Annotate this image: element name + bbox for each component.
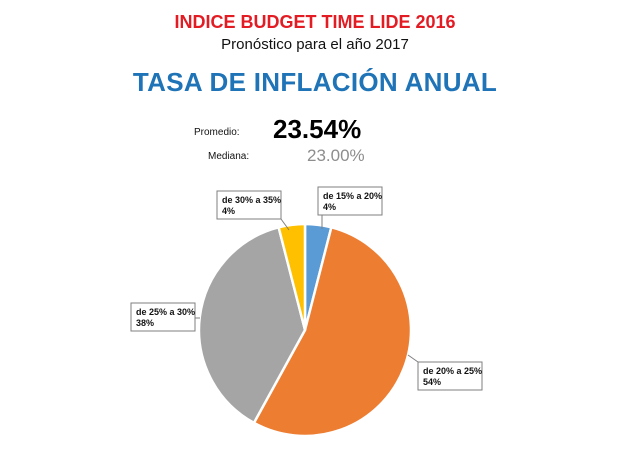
slice-value-label: 54% (423, 377, 441, 387)
data-label-box (130, 302, 196, 332)
chart-subtitle: Pronóstico para el año 2017 (221, 36, 409, 53)
median-label: Mediana: (208, 151, 250, 162)
data-label-box (216, 190, 282, 220)
slice-value-label: 38% (136, 318, 154, 328)
slice-category-label: de 15% a 20% (323, 191, 382, 201)
slice-category-label: de 20% a 25% (423, 366, 482, 376)
chart-title: INDICE BUDGET TIME LIDE 2016 (174, 12, 456, 32)
average-label: Promedio: (194, 127, 240, 138)
slice-category-label: de 30% a 35% (222, 195, 281, 205)
pie-slice (277, 222, 307, 331)
median-value: 23.00% (307, 146, 365, 165)
data-label-box (317, 186, 383, 216)
data-label-box (417, 361, 483, 391)
slice-value-label: 4% (323, 202, 336, 212)
slice-category-label: de 25% a 30% (136, 307, 195, 317)
slice-value-label: 4% (222, 206, 235, 216)
pie-slice (197, 225, 307, 425)
average-value: 23.54% (273, 114, 362, 144)
pie-slice (252, 225, 413, 438)
leader-line (407, 354, 419, 363)
chart-heading: TASA DE INFLACIÓN ANUAL (132, 67, 498, 97)
leader-line (280, 218, 290, 231)
